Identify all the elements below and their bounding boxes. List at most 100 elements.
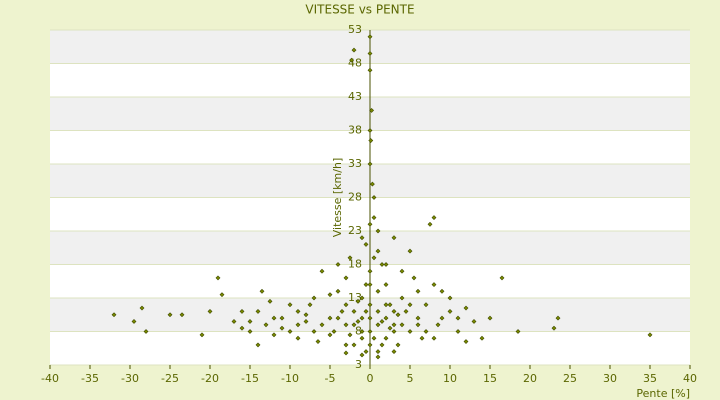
data-point [343,342,349,348]
data-point [367,268,373,274]
x-tick-label: 25 [563,372,577,385]
x-tick-label: 5 [407,372,414,385]
data-point [391,329,397,334]
data-point [375,248,381,254]
data-point [307,302,313,308]
data-point [367,342,373,348]
data-point [383,282,389,288]
data-point [371,195,377,200]
data-point [423,329,429,334]
x-tick-label: 20 [523,372,537,385]
data-point [271,315,277,321]
data-point [247,329,253,334]
x-tick-label: -35 [81,372,99,385]
data-point [363,308,369,314]
data-point [371,335,377,341]
data-point [375,308,381,314]
data-point [331,329,337,334]
data-point [319,268,325,274]
data-point [349,57,355,63]
data-point [387,325,393,331]
x-tick-label: 10 [443,372,457,385]
data-point [231,319,237,324]
data-point [367,315,373,321]
data-point [367,221,373,227]
y-axis-label: Vitesse [km/h] [331,158,344,238]
data-point [407,302,413,308]
data-point [259,288,265,294]
data-point [359,315,365,321]
x-axis-label: Pente [%] [636,387,690,400]
data-point [379,262,385,267]
data-point [367,329,373,334]
data-point [455,329,461,334]
data-point [387,302,393,308]
data-point [375,349,381,355]
data-point [367,161,373,167]
y-tick-label: 53 [348,23,362,36]
data-point [391,349,397,355]
data-point [327,292,333,298]
data-point [255,308,261,314]
data-point [463,305,469,311]
data-point [295,308,301,314]
chart-title: VITESSE vs PENTE [305,3,414,17]
data-point [647,332,653,338]
data-point [311,329,317,334]
data-point [515,329,521,334]
data-point [239,325,245,331]
data-point [439,315,445,321]
data-point [343,350,349,356]
data-point [131,319,137,324]
data-point [335,315,341,321]
data-point [351,308,357,314]
data-point [407,248,413,254]
data-point [379,342,385,348]
data-point [367,67,373,73]
x-tick-label: 0 [367,372,374,385]
data-point [351,47,357,53]
data-point [363,282,369,288]
data-point [407,329,413,334]
data-point [263,322,269,328]
data-point [399,322,405,328]
x-tick-label: -40 [41,372,59,385]
y-tick-label: 18 [348,258,362,271]
x-tick-label: 40 [683,372,697,385]
data-point [343,302,349,308]
data-point [343,322,349,328]
data-point [351,342,357,348]
x-tick-label: 30 [603,372,617,385]
data-point [403,308,409,314]
data-point [327,315,333,321]
data-point [367,34,373,40]
data-point [427,221,433,227]
data-point [139,305,145,311]
y-tick-label: 48 [348,57,362,70]
y-tick-label: 3 [355,358,362,371]
data-point [363,241,369,247]
data-point [371,255,377,261]
data-point [379,319,385,324]
data-point [431,215,437,221]
data-point [111,312,117,318]
y-tick-label: 43 [348,90,362,103]
data-point [287,302,293,308]
data-point [295,322,301,328]
data-point [368,138,374,143]
data-point [347,332,353,338]
data-point [391,322,397,328]
data-point [367,302,373,308]
data-point [279,315,285,321]
data-point [219,292,225,298]
x-tick-label: 15 [483,372,497,385]
data-point [375,322,381,328]
data-point [359,329,365,334]
data-point [375,288,381,294]
x-tick-label: -10 [281,372,299,385]
data-point [303,312,309,318]
data-point [359,335,365,341]
data-point [431,335,437,341]
data-point [471,319,477,324]
